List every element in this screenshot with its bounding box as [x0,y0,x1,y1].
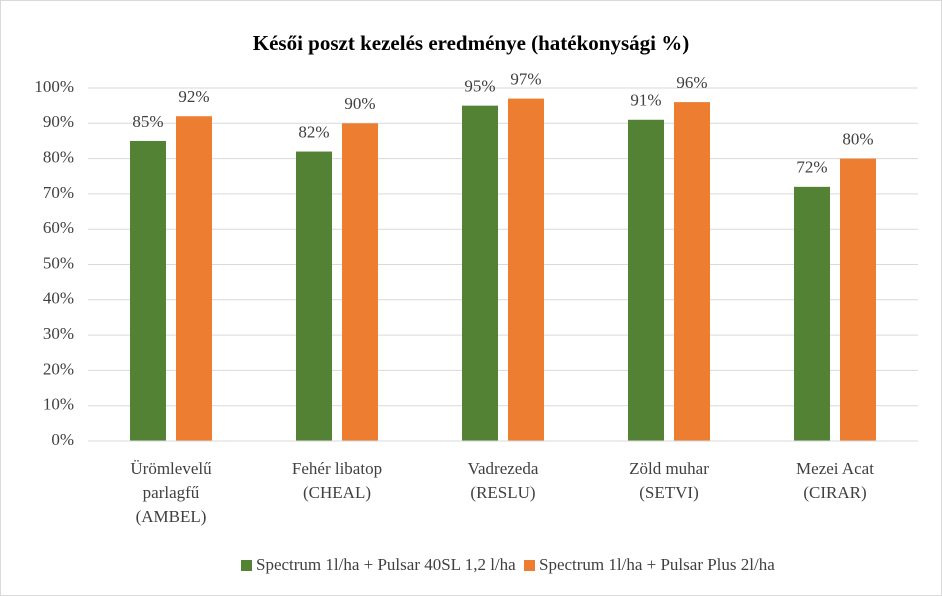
y-tick-label: 10% [43,395,74,414]
x-tick-label: (RESLU) [470,483,535,502]
y-tick-label: 20% [43,359,74,378]
bar [176,116,212,442]
x-tick-label: (CHEAL) [303,483,371,502]
legend-swatch [241,560,252,571]
bar [674,102,710,442]
y-tick-label: 60% [43,218,74,237]
y-tick-label: 80% [43,148,74,167]
y-tick-label: 50% [43,253,74,272]
data-label: 82% [298,122,329,141]
data-label: 97% [510,69,541,88]
y-tick-label: 70% [43,183,74,202]
x-tick-label: Zöld muhar [629,459,709,478]
legend-label: Spectrum 1l/ha + Pulsar Plus 2l/ha [539,555,775,574]
bar [840,158,876,441]
x-tick-label: Vadrezeda [468,459,539,478]
bar [296,151,332,442]
bar [508,98,544,441]
bar [628,119,664,442]
chart-title: Késői poszt kezelés eredménye (hatékonys… [253,31,689,55]
bar [794,186,830,441]
data-label: 85% [132,112,163,131]
legend-swatch [524,560,535,571]
data-label: 96% [676,73,707,92]
x-tick-label: parlagfű [143,483,200,502]
x-tick-label: (AMBEL) [136,507,207,526]
data-label: 91% [630,91,661,110]
x-tick-label: Ürömlevelű [130,459,212,478]
y-tick-label: 90% [43,112,74,131]
y-tick-label: 100% [34,77,74,96]
y-tick-label: 40% [43,289,74,308]
x-tick-label: (SETVI) [639,483,698,502]
y-tick-label: 30% [43,324,74,343]
bar [342,123,378,442]
data-label: 95% [464,77,495,96]
x-tick-label: (CIRAR) [803,483,866,502]
data-label: 80% [842,130,873,149]
x-tick-label: Fehér libatop [292,459,382,478]
legend-label: Spectrum 1l/ha + Pulsar 40SL 1,2 l/ha [256,555,516,574]
bar [130,140,166,441]
bar [462,105,498,442]
y-tick-label: 0% [51,430,74,449]
x-tick-label: Mezei Acat [796,459,874,478]
data-label: 92% [178,87,209,106]
data-label: 90% [344,94,375,113]
data-label: 72% [796,158,827,177]
